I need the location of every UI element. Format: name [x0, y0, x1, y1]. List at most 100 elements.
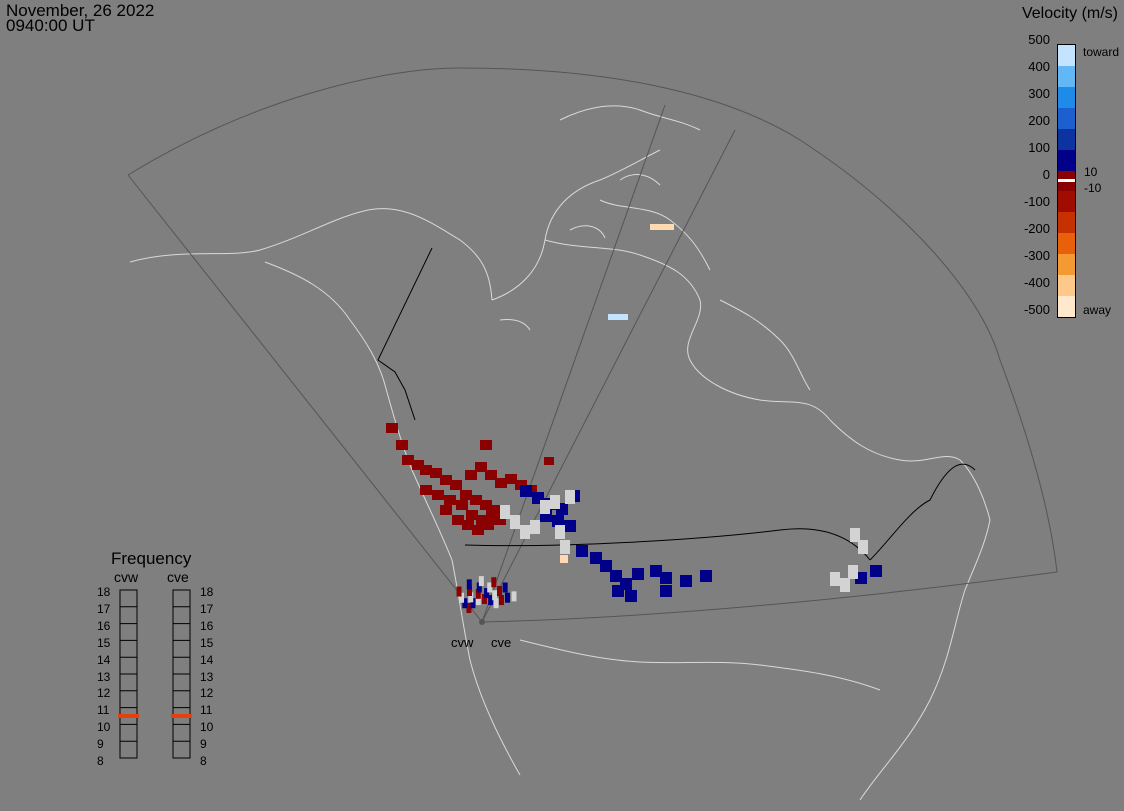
- colorbar-tick-label: 400: [1028, 59, 1050, 74]
- frequency-title: Frequency: [111, 549, 192, 568]
- velocity-cell-ground-scatter: [840, 578, 850, 592]
- velocity-cell-ground-scatter: [530, 520, 540, 534]
- pos-threshold-label: 10: [1084, 165, 1098, 179]
- velocity-cell-toward: [660, 585, 672, 597]
- frequency-level-right: 15: [200, 635, 214, 650]
- radar-site-label-cvw: cvw: [451, 635, 474, 650]
- velocity-cell-toward: [700, 570, 712, 582]
- velocity-cell-away: [465, 470, 477, 480]
- colorbar-segment: [1058, 296, 1075, 317]
- colorbar-tick-label: 100: [1028, 140, 1050, 155]
- velocity-cell-toward: [520, 485, 532, 497]
- colorbar-segment: [1058, 65, 1075, 87]
- frequency-level-left: 17: [97, 601, 111, 616]
- velocity-cell-near-range: [478, 576, 484, 587]
- frequency-level-right: 12: [200, 686, 214, 701]
- political-borders: [377, 247, 976, 561]
- velocity-cell-ground-scatter: [540, 500, 550, 514]
- velocity-cell-near-range: [475, 588, 481, 599]
- colorbar-segment: [1058, 191, 1075, 213]
- frequency-level-left: 13: [97, 669, 111, 684]
- velocity-cell-away: [396, 440, 408, 450]
- radar-fields-of-view: [127, 67, 1058, 623]
- neg-threshold-label: -10: [1084, 181, 1102, 195]
- toward-label: toward: [1083, 45, 1120, 59]
- frequency-level-right: 8: [200, 754, 207, 768]
- velocity-cell-ground-scatter: [850, 528, 860, 542]
- colorbar-segment: [1058, 275, 1075, 297]
- velocity-cell-toward: [680, 575, 692, 587]
- velocity-cell-away: [386, 423, 398, 433]
- velocity-cell-away: [420, 465, 432, 475]
- frequency-level-left: 8: [97, 754, 104, 768]
- velocity-cell-ground-scatter: [858, 540, 868, 554]
- coastlines: [129, 105, 991, 801]
- velocity-cell-away: [430, 468, 442, 478]
- velocity-cell-away: [402, 455, 414, 465]
- frequency-level-left: 9: [97, 737, 104, 752]
- velocity-cell-near-range: [502, 582, 508, 593]
- velocity-cell-away: [432, 490, 444, 500]
- velocity-cell-near-range: [470, 598, 476, 609]
- velocity-cell-toward: [870, 565, 882, 577]
- velocity-cell-away: [486, 510, 498, 520]
- velocity-cell-ground-scatter: [550, 495, 560, 509]
- frequency-level-left: 12: [97, 686, 111, 701]
- colorbar-tick-label: -200: [1023, 221, 1050, 236]
- velocity-cell-near-range: [459, 592, 465, 603]
- velocity-cell-away: [456, 500, 468, 510]
- velocity-cell-away: [495, 478, 507, 488]
- velocity-cell-toward: [612, 585, 624, 597]
- velocity-cell-away: [450, 480, 462, 490]
- radar-site-dot: [479, 619, 485, 625]
- velocity-cell-ground-scatter: [848, 565, 858, 579]
- velocity-cell-away: [460, 490, 472, 500]
- frequency-level-right: 14: [200, 652, 214, 667]
- velocity-cell-away: [505, 474, 517, 484]
- velocity-cell-away: [444, 495, 456, 505]
- frequency-marker-cve: [171, 714, 192, 718]
- velocity-cell-near-range: [466, 579, 472, 590]
- velocity-cell-away: [544, 457, 554, 465]
- velocity-cell-toward: [625, 590, 637, 602]
- velocity-cell-near-range: [466, 603, 472, 613]
- colorbar: [1057, 44, 1076, 318]
- frequency-level-left: 10: [97, 720, 111, 735]
- colorbar-tick-label: 500: [1028, 32, 1050, 47]
- colorbar-segment: [1058, 254, 1075, 276]
- velocity-cell-ground-scatter: [555, 525, 565, 539]
- velocity-cell-away: [650, 224, 674, 230]
- velocity-cell-away: [420, 485, 432, 495]
- colorbar-segment: [1058, 149, 1075, 171]
- velocity-cell-near-range: [462, 598, 468, 609]
- time-title: 0940:00 UT: [6, 16, 95, 35]
- velocity-cell-away: [470, 495, 482, 505]
- velocity-cell-near-range: [493, 598, 499, 609]
- velocity-cell-away: [472, 525, 484, 535]
- colorbar-tick-label: -100: [1023, 194, 1050, 209]
- velocity-cell-near-range: [488, 595, 494, 606]
- velocity-cell-near-range: [475, 595, 481, 606]
- velocity-cell-toward: [608, 314, 628, 320]
- frequency-level-right: 18: [200, 585, 214, 599]
- frequency-level-left: 11: [97, 703, 110, 718]
- frequency-level-right: 16: [200, 618, 214, 633]
- velocity-cell-ground-scatter: [565, 490, 575, 504]
- frequency-radar-left: cvw: [114, 569, 139, 585]
- colorbar-tick-label: -300: [1023, 248, 1050, 263]
- frequency-level-right: 9: [200, 737, 207, 752]
- velocity-cell-away: [412, 460, 424, 470]
- velocity-cell-away: [452, 515, 464, 525]
- velocity-cell-near-range: [467, 586, 472, 597]
- velocity-cell-away: [494, 515, 506, 525]
- frequency-level-right: 17: [200, 601, 214, 616]
- colorbar-tick-label: 200: [1028, 113, 1050, 128]
- velocity-cell-near-range: [456, 586, 462, 597]
- velocity-cell-near-range: [491, 577, 497, 588]
- frequency-radar-right: cve: [167, 569, 189, 585]
- colorbar-segment: [1058, 212, 1075, 234]
- velocity-cell-toward: [650, 565, 662, 577]
- radar-sites: [479, 619, 485, 625]
- velocity-cell-away: [440, 505, 452, 515]
